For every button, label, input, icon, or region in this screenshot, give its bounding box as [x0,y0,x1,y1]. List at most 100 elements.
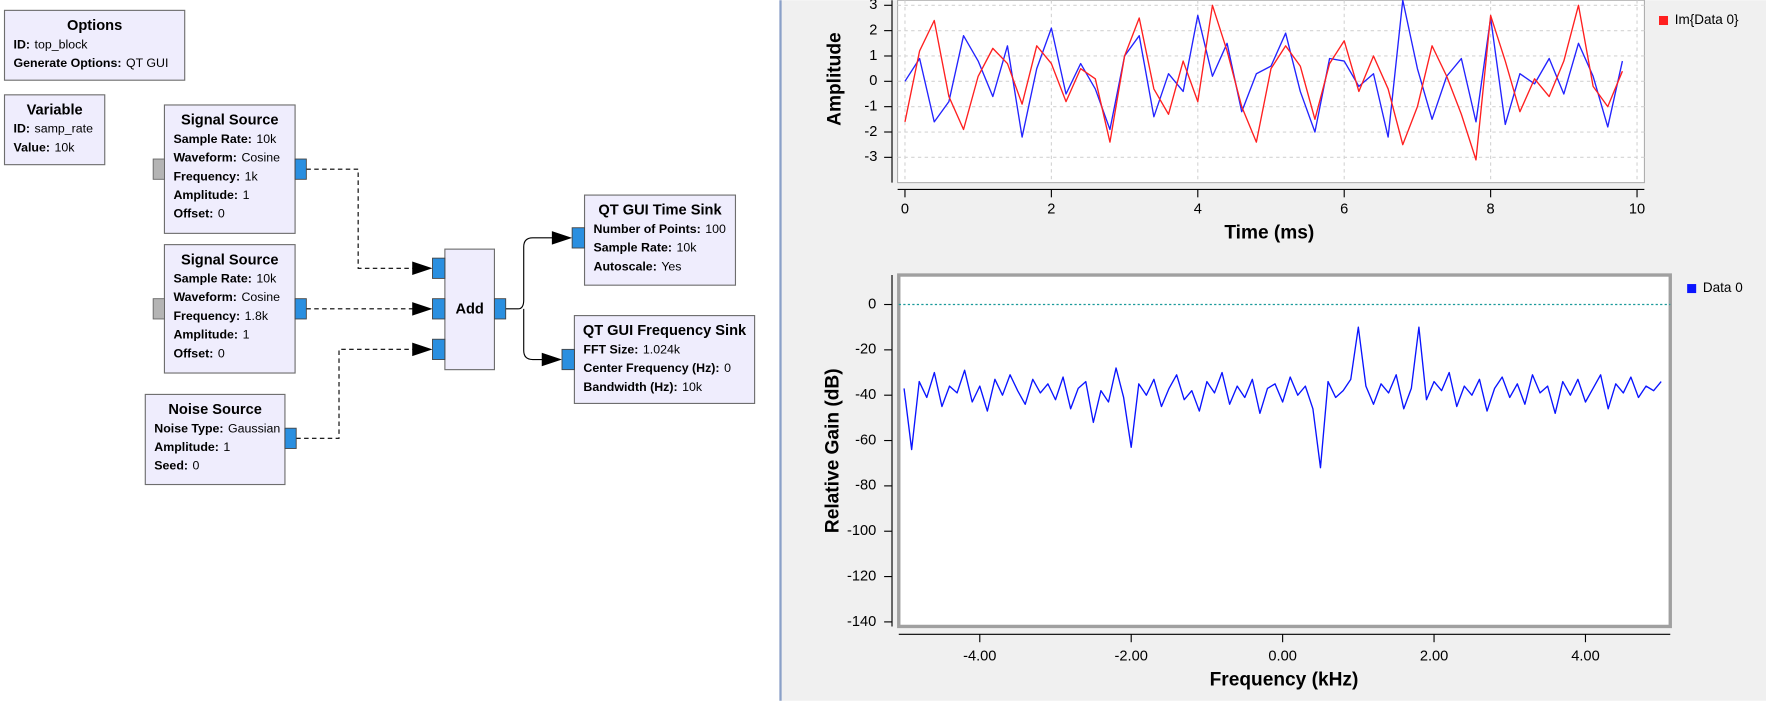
y-tick-label: -80 [855,478,876,494]
param-label: Seed: [154,459,188,473]
block-param: Autoscale: Yes [594,260,682,274]
x-tick-label: 8 [1487,202,1495,218]
block-param: Value: 10k [14,141,76,155]
y-tick-label: -140 [847,614,876,630]
x-tick-label: -2.00 [1115,649,1148,665]
y-axis-title: Amplitude [825,32,846,125]
param-value: 1 [223,440,230,454]
block-param: Frequency: 1.8k [173,309,268,323]
arrow [412,302,433,316]
connection [505,237,557,310]
block-param: ID: top_block [14,38,89,52]
flowgraph: Options ID: top_block Generate Options: QT G… [3,9,756,486]
connection [523,308,547,361]
param-value: Gaussian [228,422,280,436]
port [571,227,585,249]
param-label: ID: [14,122,30,136]
port [152,298,165,320]
param-value: 1.8k [245,309,269,323]
block [3,94,106,166]
legend-swatch [1687,284,1697,294]
ports [152,158,585,449]
block-param: Offset: 0 [173,207,224,221]
y-tick-label: 1 [869,48,877,64]
param-label: Sample Rate: [173,132,251,146]
block-title: QT GUI Time Sink [598,203,722,219]
param-value: 0 [218,207,225,221]
chart: 0 -20 -40 -60 -80 -100 -120 -140 -4.00 -2.00 0.00 2… [823,273,1743,691]
x-tick-label: 6 [1340,202,1348,218]
legend-label: Im{Data 0} [1675,12,1739,27]
x-tick-label: 10 [1629,202,1645,218]
block-param: Amplitude: 1 [173,328,249,342]
connection [296,348,417,439]
param-label: Sample Rate: [173,272,251,286]
block-param: Bandwidth (Hz): 10k [583,380,702,394]
param-value: 10k [256,272,277,286]
param-value: 10k [682,380,703,394]
y-tick-label: 3 [869,0,877,13]
param-value: 1k [245,170,259,184]
block-param: Sample Rate: 10k [594,241,698,255]
block-param: Waveform: Cosine [173,291,280,305]
port [152,158,165,180]
port [561,348,575,371]
param-value: 0 [218,347,225,361]
param-value: Cosine [241,151,280,165]
y-tick-label: 0 [869,73,877,89]
param-label: Amplitude: [173,188,238,202]
param-value: 1 [243,188,250,202]
param-value: Cosine [241,291,280,305]
param-value: 100 [705,222,726,236]
param-label: Sample Rate: [594,241,672,255]
block-title: Add [455,301,483,317]
x-tick-label: 0.00 [1268,649,1296,665]
block-title: QT GUI Frequency Sink [583,323,747,339]
param-value: 10k [54,141,75,155]
x-tick-label: 4.00 [1571,649,1599,665]
block [163,244,296,374]
param-label: Frequency: [173,309,240,323]
arrow [412,342,433,357]
x-axis-title: Time (ms) [1224,222,1314,243]
block-title: Options [67,18,122,34]
block-param: Offset: 0 [173,347,224,361]
port [432,257,446,279]
block [163,104,296,234]
block-param: FFT Size: 1.024k [583,343,680,357]
block-param: Seed: 0 [154,459,199,473]
param-value: 10k [676,241,697,255]
block-param: Amplitude: 1 [173,188,249,202]
port [432,298,446,320]
param-label: Amplitude: [173,328,238,342]
param-label: FFT Size: [583,343,638,357]
param-label: Amplitude: [154,440,219,454]
block-param: Amplitude: 1 [154,440,230,454]
y-tick-label: -100 [847,523,876,539]
block [3,9,186,81]
param-value: top_block [35,38,89,52]
y-tick-label: -3 [864,149,877,165]
block-param: Frequency: 1k [173,170,258,184]
block-param: Center Frequency (Hz): 0 [583,361,731,375]
param-value: 10k [256,132,277,146]
y-tick-label: 0 [868,296,876,312]
y-tick-label: -60 [855,432,876,448]
param-label: Number of Points: [594,222,701,236]
legend-swatch [1659,15,1669,26]
y-tick-label: 2 [869,23,877,39]
port [284,427,297,449]
param-label: Frequency: [173,170,240,184]
y-tick-label: -40 [855,387,876,403]
y-axis-title: Relative Gain (dB) [823,368,844,533]
plot-area [897,0,1645,184]
data-line [904,4,1624,161]
x-tick-label: 0 [901,202,909,218]
param-value: QT GUI [126,56,168,70]
y-tick-label: -20 [855,342,876,358]
y-tick-label: -120 [847,568,876,584]
